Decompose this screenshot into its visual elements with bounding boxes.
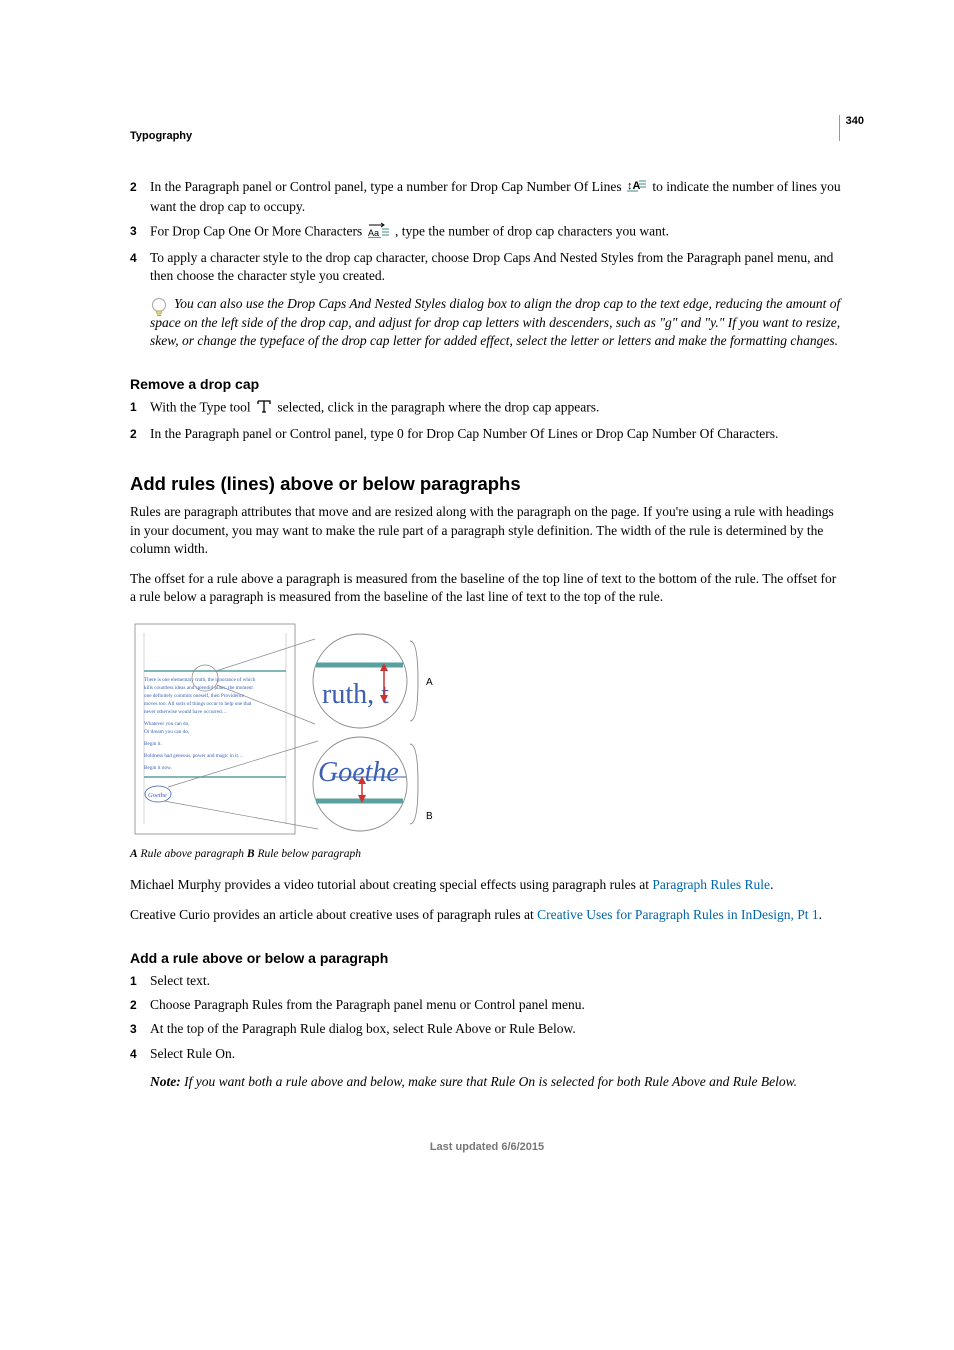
caption-text: Rule above paragraph	[138, 848, 247, 860]
text-run: With the Type tool	[150, 400, 254, 415]
text-run: selected, click in the paragraph where t…	[277, 400, 599, 415]
svg-text:ruth, t: ruth, t	[322, 679, 389, 710]
text-run: , type the number of drop cap characters…	[395, 223, 669, 238]
paragraph-rules-rule-link[interactable]: Paragraph Rules Rule	[652, 877, 770, 892]
note: Note: If you want both a rule above and …	[150, 1073, 844, 1091]
list-item: 3 For Drop Cap One Or More Characters Aa…	[130, 222, 844, 243]
step-text: Choose Paragraph Rules from the Paragrap…	[150, 996, 844, 1014]
last-updated-footer: Last updated 6/6/2015	[130, 1141, 844, 1153]
caption-label-a: A	[130, 848, 138, 860]
svg-text:kills countless ideas and sple: kills countless ideas and splendid plans…	[144, 685, 253, 691]
drop-cap-lines-icon: ↕A	[627, 178, 647, 197]
tip-block: You can also use the Drop Caps And Neste…	[150, 295, 844, 350]
remove-drop-cap-list: 1 With the Type tool selected, click in …	[130, 398, 844, 443]
svg-text:never otherwise would have occ: never otherwise would have occurred…	[144, 709, 227, 715]
step-number: 4	[130, 249, 150, 266]
svg-text:There is one elementary truth,: There is one elementary truth, the ignor…	[144, 676, 256, 683]
text-run: For Drop Cap One Or More Characters	[150, 223, 366, 238]
list-item: 4 To apply a character style to the drop…	[130, 249, 844, 285]
add-rule-list: 1 Select text. 2 Choose Paragraph Rules …	[130, 972, 844, 1063]
svg-text:A: A	[426, 677, 433, 688]
step-text: To apply a character style to the drop c…	[150, 249, 844, 285]
svg-text:Or dream you can do,: Or dream you can do,	[144, 729, 189, 735]
body-paragraph: Creative Curio provides an article about…	[130, 906, 844, 924]
body-paragraph: The offset for a rule above a paragraph …	[130, 570, 844, 606]
list-item: 2 Choose Paragraph Rules from the Paragr…	[130, 996, 844, 1014]
body-paragraph: Michael Murphy provides a video tutorial…	[130, 876, 844, 894]
step-number: 2	[130, 996, 150, 1013]
list-item: 1 With the Type tool selected, click in …	[130, 398, 844, 419]
step-number: 3	[130, 1020, 150, 1037]
list-item: 1 Select text.	[130, 972, 844, 990]
note-text: If you want both a rule above and below,…	[184, 1074, 797, 1089]
list-item: 2 In the Paragraph panel or Control pane…	[130, 425, 844, 443]
page-number: 340	[839, 115, 864, 141]
section-label: Typography	[130, 130, 844, 142]
remove-drop-cap-heading: Remove a drop cap	[130, 376, 844, 392]
step-text: For Drop Cap One Or More Characters Aa ,…	[150, 222, 844, 243]
figure-caption: A Rule above paragraph B Rule below para…	[130, 848, 844, 860]
svg-text:moves too. All sorts of things: moves too. All sorts of things occur to …	[144, 700, 252, 707]
svg-text:Begin it.: Begin it.	[144, 741, 162, 747]
add-rules-heading: Add rules (lines) above or below paragra…	[130, 473, 844, 495]
step-text: At the top of the Paragraph Rule dialog …	[150, 1020, 844, 1038]
caption-label-b: B	[247, 848, 255, 860]
add-rule-subheading: Add a rule above or below a paragraph	[130, 950, 844, 966]
page: 340 Typography 2 In the Paragraph panel …	[0, 0, 954, 1213]
list-item: 3 At the top of the Paragraph Rule dialo…	[130, 1020, 844, 1038]
text-run: .	[819, 907, 822, 922]
caption-text: Rule below paragraph	[255, 848, 361, 860]
text-run: Creative Curio provides an article about…	[130, 907, 537, 922]
text-run: Michael Murphy provides a video tutorial…	[130, 877, 652, 892]
svg-text:B: B	[426, 811, 433, 822]
note-label: Note:	[150, 1074, 184, 1089]
step-number: 3	[130, 222, 150, 239]
step-text: With the Type tool selected, click in th…	[150, 398, 844, 419]
svg-text:Begin it now.: Begin it now.	[144, 765, 172, 771]
svg-text:Goethe: Goethe	[148, 792, 167, 799]
list-item: 4 Select Rule On.	[130, 1045, 844, 1063]
drop-cap-chars-icon: Aa	[368, 222, 390, 243]
step-text: In the Paragraph panel or Control panel,…	[150, 178, 844, 216]
text-run: In the Paragraph panel or Control panel,…	[150, 179, 625, 194]
creative-uses-link[interactable]: Creative Uses for Paragraph Rules in InD…	[537, 907, 819, 922]
svg-text:Aa: Aa	[368, 228, 379, 238]
rules-figure: There is one elementary truth, the ignor…	[130, 619, 844, 844]
list-item: 2 In the Paragraph panel or Control pane…	[130, 178, 844, 216]
drop-cap-steps-list: 2 In the Paragraph panel or Control pane…	[130, 178, 844, 285]
step-number: 1	[130, 972, 150, 989]
tip-text: You can also use the Drop Caps And Neste…	[150, 295, 844, 350]
step-number: 2	[130, 178, 150, 195]
svg-text:↕A: ↕A	[627, 180, 641, 192]
text-run: .	[770, 877, 773, 892]
svg-text:Boldness had geneous, power an: Boldness had geneous, power and magic in…	[144, 753, 243, 759]
step-number: 2	[130, 425, 150, 442]
type-tool-icon	[256, 398, 272, 419]
step-text: Select Rule On.	[150, 1045, 844, 1063]
step-text: Select text.	[150, 972, 844, 990]
svg-text:one definitely commits oneself: one definitely commits oneself, then Pro…	[144, 692, 245, 699]
step-number: 4	[130, 1045, 150, 1062]
step-number: 1	[130, 398, 150, 415]
step-text: In the Paragraph panel or Control panel,…	[150, 425, 844, 443]
lightbulb-icon	[150, 297, 168, 324]
body-paragraph: Rules are paragraph attributes that move…	[130, 503, 844, 558]
svg-text:Whatever you can do,: Whatever you can do,	[144, 721, 190, 727]
